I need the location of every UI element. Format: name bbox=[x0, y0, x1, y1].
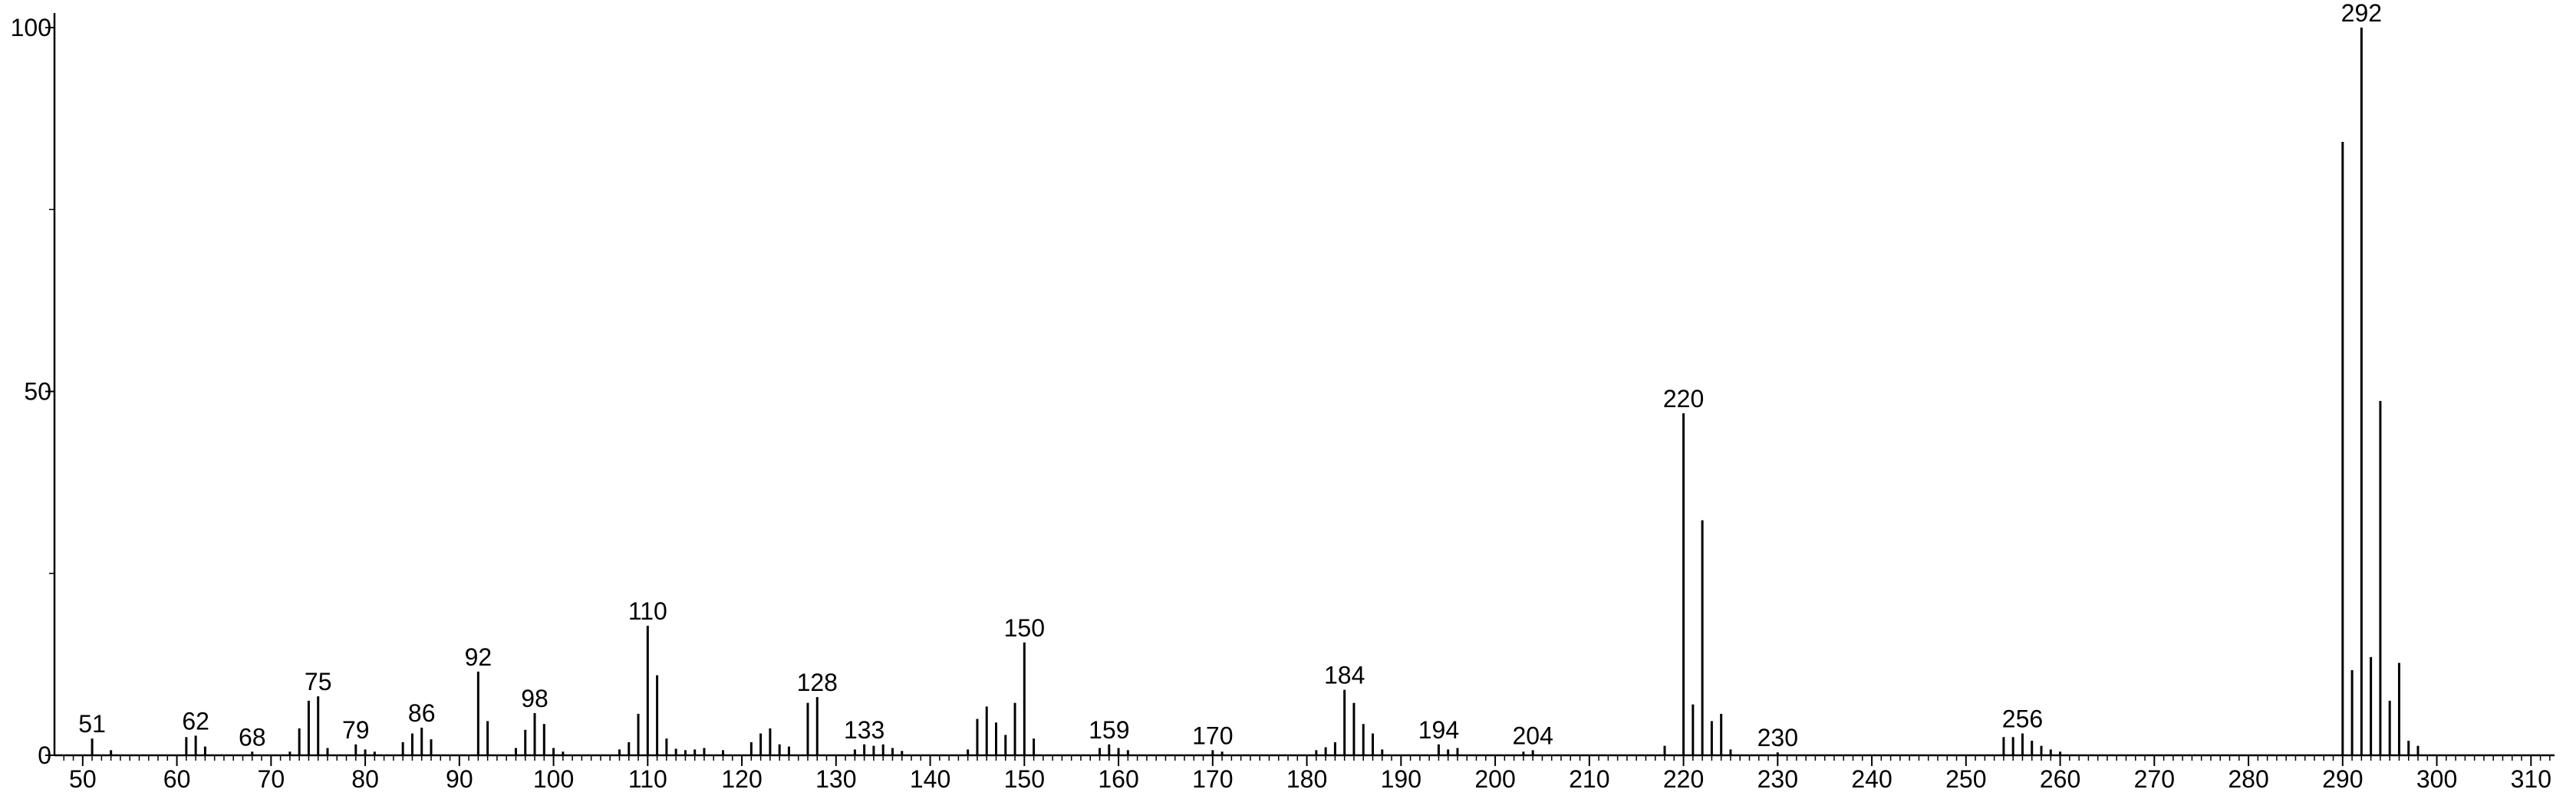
peak-label: 184 bbox=[1324, 662, 1365, 689]
peak-label: 110 bbox=[628, 597, 667, 625]
peak-label: 220 bbox=[1663, 385, 1704, 413]
x-tick-label: 280 bbox=[2228, 765, 2268, 793]
x-tick-label: 260 bbox=[2040, 765, 2080, 793]
peak-label: 62 bbox=[182, 707, 209, 735]
peak-label: 68 bbox=[239, 723, 266, 751]
x-tick-label: 270 bbox=[2134, 765, 2175, 793]
peak-label: 128 bbox=[797, 669, 838, 696]
peak-label: 133 bbox=[844, 716, 884, 744]
peak-label: 86 bbox=[408, 699, 436, 727]
peak-label: 292 bbox=[2341, 0, 2382, 27]
x-tick-label: 90 bbox=[446, 765, 473, 793]
x-tick-label: 110 bbox=[628, 765, 667, 793]
peak-label: 51 bbox=[78, 710, 106, 738]
x-tick-label: 60 bbox=[163, 765, 191, 793]
peak-label: 150 bbox=[1004, 614, 1045, 642]
x-tick-label: 150 bbox=[1004, 765, 1045, 793]
x-tick-label: 50 bbox=[69, 765, 97, 793]
peak-label: 230 bbox=[1757, 724, 1798, 751]
y-tick-label: 100 bbox=[11, 14, 51, 41]
x-tick-label: 120 bbox=[721, 765, 762, 793]
y-tick-label: 0 bbox=[38, 741, 51, 769]
peak-label: 92 bbox=[465, 643, 492, 671]
x-tick-label: 220 bbox=[1663, 765, 1704, 793]
x-tick-label: 230 bbox=[1757, 765, 1798, 793]
peak-label: 204 bbox=[1512, 722, 1553, 749]
x-tick-label: 250 bbox=[1945, 765, 1986, 793]
x-tick-label: 240 bbox=[1851, 765, 1892, 793]
peak-label: 170 bbox=[1192, 722, 1233, 749]
peak-label: 98 bbox=[521, 685, 548, 712]
y-tick-label: 50 bbox=[24, 377, 51, 405]
x-tick-label: 160 bbox=[1098, 765, 1138, 793]
x-tick-label: 140 bbox=[910, 765, 950, 793]
peak-label: 194 bbox=[1418, 716, 1459, 744]
x-tick-label: 130 bbox=[815, 765, 856, 793]
x-tick-label: 210 bbox=[1569, 765, 1609, 793]
x-tick-label: 310 bbox=[2511, 765, 2551, 793]
peak-label: 75 bbox=[305, 668, 332, 695]
x-tick-label: 70 bbox=[258, 765, 285, 793]
peak-label: 159 bbox=[1089, 716, 1129, 744]
x-tick-label: 100 bbox=[533, 765, 574, 793]
x-tick-label: 190 bbox=[1381, 765, 1421, 793]
x-tick-label: 290 bbox=[2322, 765, 2363, 793]
x-tick-label: 300 bbox=[2416, 765, 2457, 793]
x-tick-label: 80 bbox=[351, 765, 379, 793]
peak-label: 79 bbox=[342, 716, 370, 744]
peak-label: 256 bbox=[2002, 705, 2043, 733]
x-tick-label: 180 bbox=[1286, 765, 1327, 793]
x-tick-label: 170 bbox=[1192, 765, 1233, 793]
x-tick-label: 200 bbox=[1474, 765, 1515, 793]
